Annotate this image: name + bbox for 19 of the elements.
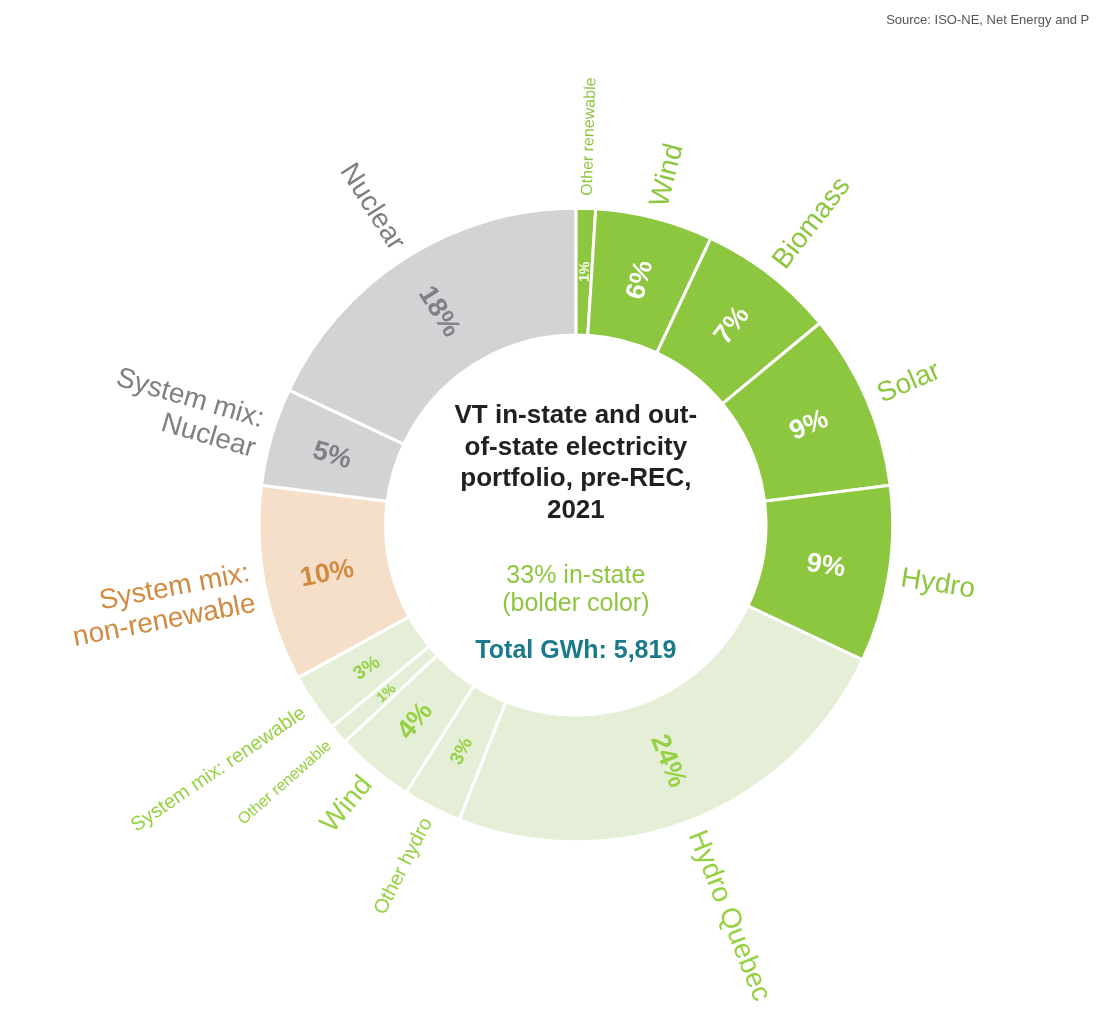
slice-label: Wind (642, 140, 689, 210)
data-label: 3% (445, 733, 477, 768)
text: 33% in-state (bolder color) (502, 560, 650, 617)
slice-label: Solar (872, 353, 945, 409)
data-label: 5% (309, 434, 356, 475)
data-label: 6% (619, 256, 659, 303)
text: VT in-state and out-of-state electricity portfolio, pre-REC, 2021 (454, 399, 698, 524)
slice-label: System mix: Nuclear (113, 360, 268, 463)
slice-label: Hydro (898, 561, 978, 604)
data-label: 24% (645, 729, 694, 792)
data-label: 9% (784, 402, 833, 446)
data-label: 1% (575, 260, 593, 283)
slice-label: Other hydro (368, 813, 437, 918)
text: Total GWh: 5,819 (475, 634, 677, 663)
data-label: 9% (804, 546, 848, 583)
slice-label: Other renewable (577, 77, 599, 196)
data-label: 10% (297, 552, 357, 593)
source-note: Source: ISO-NE, Net Energy and P (886, 11, 1090, 27)
data-label: 7% (707, 300, 756, 350)
